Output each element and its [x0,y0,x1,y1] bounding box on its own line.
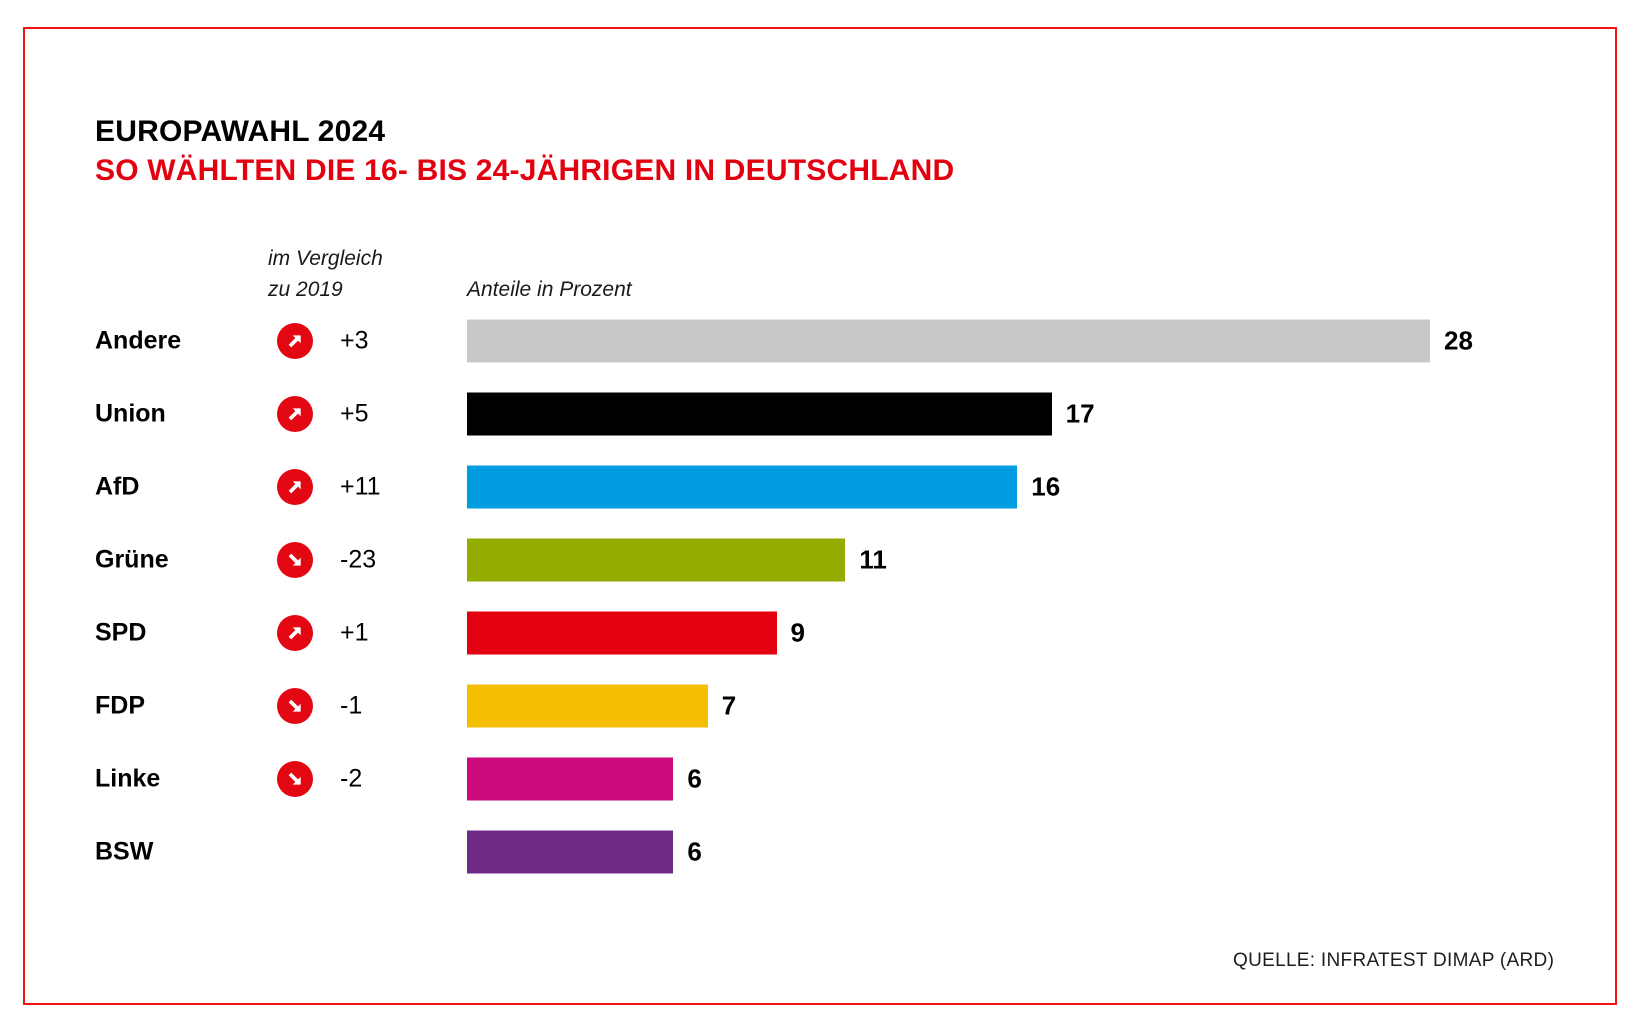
bar-cell: 9 [467,611,805,654]
change-vs-2019-value: +5 [340,399,369,427]
comparison-header-line2: zu 2019 [268,278,343,301]
bar-value-label: 6 [687,763,702,793]
trend-down-icon [277,760,313,797]
trend-up-icon [277,468,313,505]
chart-headline: SO WÄHLTEN DIE 16- BIS 24-JÄHRIGEN IN DE… [95,154,955,187]
party-row: Linke -2 6 [0,742,1640,815]
party-row: Andere +3 28 [0,304,1640,377]
bar-value-label: 7 [721,690,737,720]
change-vs-2019-value: -2 [340,764,363,792]
change-vs-2019-value: -1 [340,691,363,719]
trend-up-icon [277,395,313,432]
party-label: Union [95,399,166,427]
bar-cell: 28 [467,319,1473,362]
trend-up-icon [277,614,313,651]
change-vs-2019-value: +11 [340,472,381,500]
party-label: Grüne [95,545,169,573]
value-bar [467,684,708,727]
column-header-values: Anteile in Prozent [467,278,632,301]
party-row: SPD +1 9 [0,596,1640,669]
chart-kicker: EUROPAWAHL 2024 [95,115,386,148]
change-vs-2019-value: +3 [340,326,369,354]
value-bar [467,319,1430,362]
bar-cell: 17 [467,392,1095,435]
bar-cell: 11 [467,538,887,581]
change-vs-2019-value: -23 [340,545,377,573]
party-row: BSW 6 [0,815,1640,888]
party-label: Linke [95,764,161,792]
bar-value-label: 6 [687,836,702,866]
red-frame-border [23,27,1617,1005]
bar-value-label: 16 [1031,471,1061,501]
comparison-header-line1: im Vergleich [268,247,383,270]
bar-value-label: 17 [1065,398,1095,428]
value-bar [467,392,1052,435]
trend-down-icon [277,541,313,578]
value-bar [467,830,674,873]
bar-value-label: 9 [790,617,805,647]
party-row: Grüne -23 11 [0,523,1640,596]
chart-rows: Andere +3 28 Union +5 17 AfD +11 16 Grüne -23 11 SPD… [0,304,1640,888]
trend-up-icon [277,322,313,359]
bar-cell: 6 [467,757,702,800]
source-credit: QUELLE: INFRATEST DIMAP (ARD) [1233,950,1555,971]
bar-cell: 16 [467,465,1060,508]
bar-value-label: 28 [1444,325,1473,355]
value-bar [467,465,1018,508]
party-label: FDP [95,691,145,719]
value-bar [467,757,674,800]
party-label: Andere [95,326,182,354]
party-label: AfD [95,472,140,500]
trend-down-icon [277,687,313,724]
party-label: BSW [95,837,154,865]
title-block: EUROPAWAHL 2024 SO WÄHLTEN DIE 16- BIS 2… [95,112,954,190]
party-row: Union +5 17 [0,377,1640,450]
value-bar [467,611,777,654]
bar-cell: 6 [467,830,702,873]
value-bar [467,538,846,581]
change-vs-2019-value: +1 [340,618,369,646]
bar-value-label: 11 [859,544,887,574]
party-row: FDP -1 7 [0,669,1640,742]
party-row: AfD +11 16 [0,450,1640,523]
bar-cell: 7 [467,684,736,727]
party-label: SPD [95,618,147,646]
column-header-comparison: im Vergleich zu 2019 [268,243,383,305]
